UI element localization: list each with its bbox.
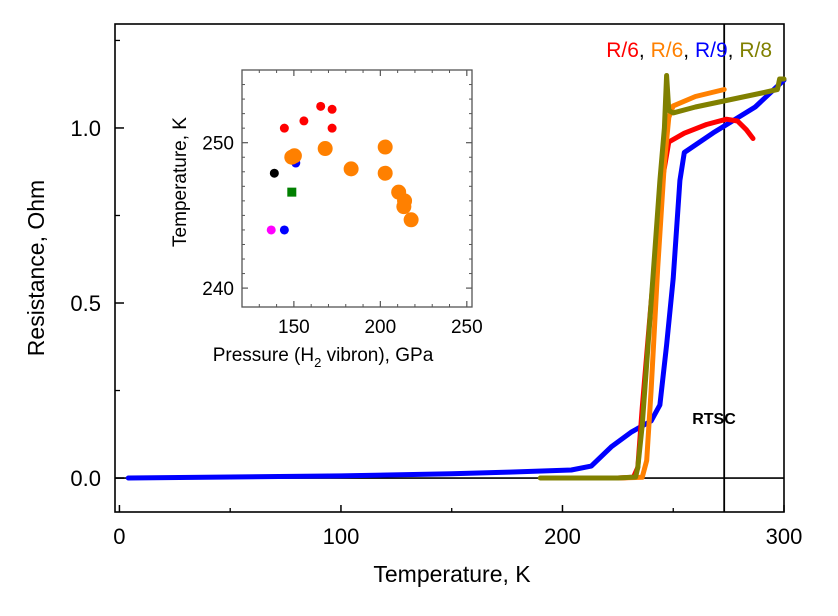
legend-separator: , [639,39,651,62]
inset-point-red [327,104,337,114]
y-tick-label: 0.0 [70,466,101,491]
x-axis-label: Temperature, K [373,561,531,587]
x-tick-label: 100 [323,524,360,549]
x-tick-label: 300 [766,524,803,549]
legend-entry: R/6 [651,39,684,62]
inset-x-tick-label: 250 [451,317,483,338]
series-line-R-8-3 [537,73,787,481]
legend-separator: , [683,39,695,62]
inset-y-tick-label: 240 [202,279,234,300]
inset-point-orange [403,212,419,228]
inset-point-orange [396,199,412,215]
main-plot-frame [114,23,785,513]
inset-x-tick-labels: 150 200 250 [278,317,483,338]
inset-point-green [287,187,297,197]
legend-separator: , [728,39,740,62]
inset-point-black [269,168,279,178]
inset-point-red [327,123,337,133]
x-tick-labels: 0 100 200 300 [113,524,802,549]
main-series [125,73,787,481]
main-ticks [115,39,785,512]
y-tick-label: 1.0 [70,116,101,141]
inset-point-red [299,116,309,126]
inset-plot: 150 200 250 240 250 Pressure (H2 vibron), G… [170,69,483,370]
inset-point-orange [286,148,302,164]
inset-point-orange [377,139,393,155]
inset-x-axis-label: Pressure (H2 vibron), GPa [213,345,434,370]
inset-xlabel-part1: Pressure (H [213,345,314,366]
y-tick-labels: 0.0 0.5 1.0 [70,116,101,491]
y-axis-label: Resistance, Ohm [23,180,49,356]
legend-entry: R/8 [739,39,772,62]
inset-points [266,101,419,235]
inset-point-orange [377,165,393,181]
inset-point-blue [279,225,289,235]
inset-y-tick-labels: 240 250 [202,134,234,300]
inset-ticks [242,70,472,307]
inset-y-tick-label: 250 [202,134,234,155]
x-tick-label: 0 [113,524,125,549]
legend-entry: R/6 [606,39,639,62]
inset-x-tick-label: 150 [278,317,310,338]
inset-point-magenta [266,225,276,235]
inset-point-orange [317,141,333,157]
inset-xlabel-subscript: 2 [314,355,321,370]
inset-x-tick-label: 200 [364,317,396,338]
legend: R/6, R/6, R/9, R/8 [606,39,772,62]
inset-point-orange [343,161,359,177]
rtsc-annotation: RTSC [692,411,736,428]
inset-point-red [316,101,326,111]
inset-y-axis-label: Temperature, K [170,117,191,247]
main-plot: 0 100 200 300 0.0 0.5 1.0 Temperature, K Resi… [23,23,802,587]
inset-point-red [279,123,289,133]
inset-plot-frame [241,69,473,308]
legend-entry: R/9 [695,39,728,62]
inset-xlabel-part2: vibron), GPa [321,345,433,366]
y-tick-label: 0.5 [70,291,101,316]
inset-background [242,70,472,307]
x-tick-label: 200 [544,524,581,549]
